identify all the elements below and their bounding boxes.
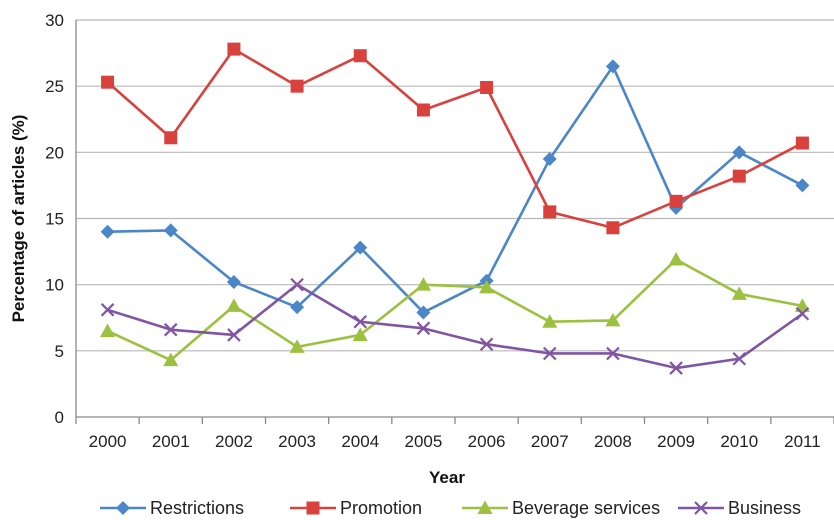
legend-label: Business — [728, 498, 801, 518]
data-point-business — [100, 303, 115, 317]
data-point-business — [227, 328, 241, 342]
data-point-restrictions — [163, 223, 178, 238]
data-point-beverage-services — [731, 286, 747, 300]
data-point-beverage-services — [542, 314, 558, 328]
series-group — [100, 42, 810, 375]
x-tick-label: 2000 — [89, 432, 127, 451]
x-tick-label: 2001 — [152, 432, 190, 451]
x-tick-label: 2008 — [594, 432, 632, 451]
data-point-promotion — [164, 131, 178, 145]
data-point-restrictions — [416, 305, 431, 320]
y-tick-labels: 0 5 10 15 20 25 30 — [45, 11, 64, 427]
data-point-promotion — [353, 49, 367, 63]
data-point-promotion — [290, 79, 304, 93]
data-point-beverage-services — [415, 277, 431, 291]
legend-item-restrictions: Restrictions — [100, 498, 244, 518]
data-point-business — [416, 321, 431, 336]
data-point-beverage-services — [226, 298, 242, 312]
data-point-restrictions — [226, 275, 241, 290]
legend: Restrictions Promotion Beverage services Bu… — [100, 498, 801, 518]
data-point-promotion — [416, 103, 430, 117]
data-point-beverage-services — [605, 312, 621, 327]
data-point-restrictions — [100, 224, 115, 239]
y-tick-label: 20 — [45, 143, 64, 162]
data-point-promotion — [732, 169, 746, 183]
x-tick-labels: 2000 2001 2002 2003 2004 2005 2006 2007 2008 2009… — [89, 432, 821, 451]
legend-item-beverage-services: Beverage services — [462, 498, 660, 518]
data-point-beverage-services — [289, 339, 305, 353]
x-axis-label: Year — [429, 468, 465, 487]
grid-lines — [76, 19, 834, 352]
legend-label: Restrictions — [150, 498, 244, 518]
x-tick-label: 2009 — [657, 432, 695, 451]
data-point-promotion — [606, 221, 620, 235]
x-tick-label: 2006 — [468, 432, 506, 451]
legend-item-promotion: Promotion — [290, 498, 422, 518]
x-tick-label: 2003 — [278, 432, 316, 451]
axes — [75, 20, 834, 424]
data-point-business — [353, 314, 368, 329]
y-tick-label: 15 — [45, 210, 64, 229]
legend-marker — [306, 501, 320, 515]
series-business — [100, 277, 810, 375]
legend-marker — [694, 501, 708, 515]
data-point-promotion — [101, 75, 115, 89]
series-line-restrictions — [107, 65, 804, 314]
data-point-restrictions — [290, 300, 305, 315]
x-tick-label: 2005 — [405, 432, 443, 451]
x-tick-label: 2010 — [720, 432, 758, 451]
data-point-promotion — [543, 205, 557, 219]
x-tick-label: 2007 — [531, 432, 569, 451]
series-line-promotion — [106, 47, 804, 230]
series-beverage-services — [100, 252, 810, 367]
data-point-beverage-services — [163, 352, 179, 367]
series-line-beverage-services — [107, 258, 803, 362]
data-point-business — [479, 337, 494, 351]
x-tick-label: 2004 — [341, 432, 379, 451]
data-point-promotion — [669, 194, 683, 208]
legend-marker — [116, 501, 130, 515]
data-point-business — [795, 307, 810, 321]
data-point-restrictions — [605, 59, 620, 74]
data-point-beverage-services — [352, 327, 368, 341]
data-point-promotion — [480, 80, 494, 94]
legend-label: Promotion — [340, 498, 422, 518]
data-point-beverage-services — [100, 323, 116, 337]
data-point-business — [290, 277, 304, 292]
data-point-restrictions — [353, 240, 368, 255]
y-axis-label: Percentage of articles (%) — [9, 115, 28, 323]
data-point-restrictions — [732, 145, 747, 160]
series-restrictions — [100, 59, 810, 320]
y-tick-label: 5 — [55, 342, 64, 361]
data-point-promotion — [795, 136, 809, 150]
legend-item-business: Business — [678, 498, 801, 518]
y-tick-label: 30 — [45, 11, 64, 30]
data-point-business — [542, 346, 557, 361]
data-point-business — [669, 361, 683, 375]
data-point-beverage-services — [668, 252, 684, 266]
legend-label: Beverage services — [512, 498, 660, 518]
x-tick-label: 2011 — [784, 432, 821, 451]
data-point-restrictions — [795, 178, 810, 193]
data-point-beverage-services — [794, 298, 810, 312]
data-point-business — [606, 346, 620, 361]
series-promotion — [101, 42, 809, 235]
legend-marker — [477, 500, 493, 514]
data-point-beverage-services — [479, 279, 495, 294]
data-point-business — [163, 322, 178, 337]
series-line-business — [107, 283, 804, 370]
x-tick-label: 2002 — [215, 432, 253, 451]
y-tick-label: 0 — [55, 408, 64, 427]
y-tick-label: 25 — [45, 77, 64, 96]
data-point-business — [732, 351, 747, 366]
y-tick-label: 10 — [45, 276, 64, 295]
data-point-promotion — [227, 42, 241, 56]
data-point-restrictions — [542, 151, 557, 166]
